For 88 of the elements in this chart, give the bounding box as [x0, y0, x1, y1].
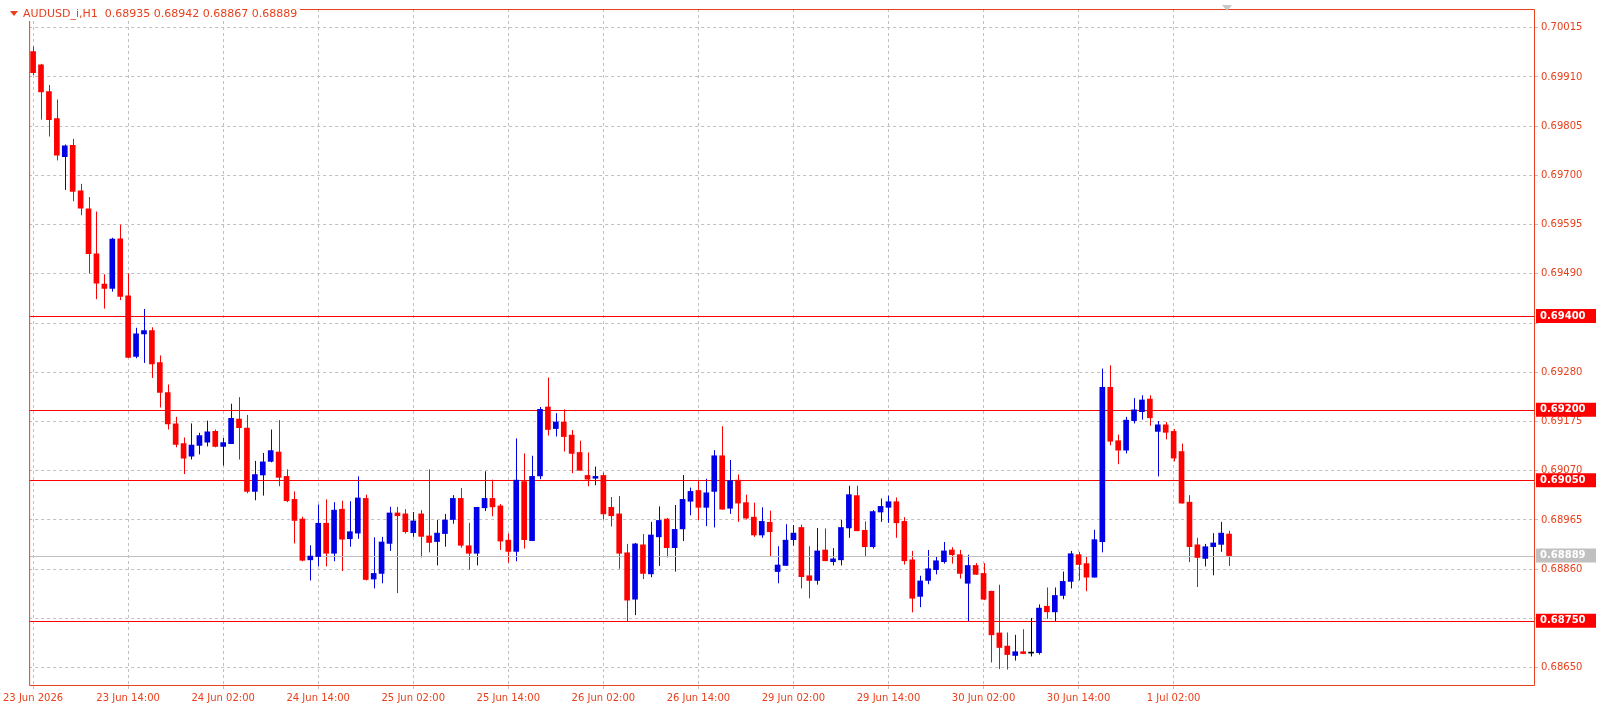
candlestick — [1154, 420, 1161, 477]
candlestick — [505, 533, 512, 564]
candlestick — [758, 506, 765, 539]
x-tick-label: 23 Jun 14:00 — [96, 691, 160, 703]
ref-line-label: 0.69050 — [1540, 473, 1586, 485]
x-tick-label: 25 Jun 02:00 — [381, 691, 446, 703]
candlestick — [917, 575, 923, 608]
candlestick — [1210, 532, 1217, 576]
candlestick — [61, 143, 68, 191]
candlestick — [1083, 556, 1090, 592]
ref-line-label: 0.68889 — [1540, 549, 1586, 561]
candlestick — [1044, 586, 1050, 620]
candlestick — [1226, 530, 1232, 567]
x-tick-label: 26 Jun 02:00 — [571, 691, 636, 703]
candlestick — [822, 527, 828, 562]
candlestick — [608, 496, 615, 528]
x-tick-label: 26 Jun 14:00 — [666, 691, 731, 703]
x-tick-label: 25 Jun 14:00 — [476, 691, 541, 703]
candlestick — [806, 545, 813, 599]
candlestick — [465, 522, 472, 571]
candlestick — [188, 422, 195, 461]
y-tick-label: 0.69175 — [1541, 415, 1583, 427]
candlestick — [1139, 394, 1145, 421]
candlestick — [1051, 586, 1058, 623]
candlestick — [925, 549, 931, 585]
x-tick-label: 30 Jun 02:00 — [951, 691, 1016, 703]
x-tick-label: 29 Jun 14:00 — [856, 691, 921, 703]
candlestick — [885, 495, 892, 524]
candlestick — [133, 327, 139, 359]
candlestick — [30, 46, 36, 76]
y-tick-label: 0.69700 — [1541, 169, 1583, 181]
chart-title: AUDUSD_i,H1 0.68935 0.68942 0.68867 0.68889 — [23, 7, 298, 20]
candlestick — [1218, 521, 1224, 553]
candlestick — [1075, 551, 1082, 581]
y-tick-label: 0.69280 — [1541, 365, 1583, 377]
candlestick — [861, 520, 868, 558]
candlestick — [655, 505, 662, 567]
candlestick — [553, 412, 559, 438]
candlestick — [933, 555, 939, 575]
candlestick — [751, 502, 757, 538]
candlestick — [307, 544, 314, 581]
candlestick — [141, 308, 147, 364]
x-tick-label: 29 Jun 02:00 — [761, 691, 826, 703]
candlestick — [1115, 434, 1122, 465]
candlestick — [1004, 632, 1011, 671]
x-tick-label: 30 Jun 14:00 — [1046, 691, 1111, 703]
candlestick — [941, 541, 947, 565]
candlestick — [347, 500, 353, 548]
x-tick-label: 1 Jul 02:00 — [1146, 691, 1201, 703]
candlestick — [196, 432, 203, 455]
candlestick — [1020, 628, 1026, 655]
y-tick-label: 0.69490 — [1541, 267, 1583, 279]
y-tick-label: 0.69910 — [1541, 70, 1583, 82]
candlestick — [442, 513, 448, 548]
y-tick-label: 0.68650 — [1541, 661, 1583, 673]
candlestick — [687, 487, 694, 516]
candlestick — [568, 429, 575, 474]
y-tick-label: 0.70015 — [1541, 21, 1583, 33]
candlestick — [964, 554, 971, 623]
candlestick — [410, 511, 417, 538]
y-tick-label: 0.68860 — [1541, 562, 1583, 574]
ref-line-label: 0.69400 — [1540, 309, 1586, 321]
candlestick — [1012, 634, 1019, 662]
candlestick — [743, 494, 749, 521]
candlestick — [703, 478, 710, 527]
candlestick — [450, 494, 456, 525]
candlestick — [252, 460, 258, 501]
x-tick-label: 24 Jun 14:00 — [286, 691, 350, 703]
candlestick — [267, 429, 274, 463]
candlestick — [576, 440, 583, 472]
candlestick — [766, 510, 773, 557]
ref-line-label: 0.69200 — [1540, 403, 1586, 415]
ref-line-label: 0.68750 — [1540, 614, 1586, 626]
candlestick — [956, 549, 963, 580]
candlestick — [259, 452, 266, 497]
y-tick-label: 0.69805 — [1541, 119, 1583, 131]
candlestick — [220, 437, 227, 467]
candlestick — [434, 519, 440, 566]
candlestick — [592, 466, 599, 486]
y-tick-label: 0.68965 — [1541, 513, 1583, 525]
candlestick — [1202, 543, 1209, 567]
y-tick-label: 0.69070 — [1541, 464, 1583, 476]
x-tick-label: 24 Jun 02:00 — [191, 691, 255, 703]
candlestick — [418, 509, 425, 558]
candlestick — [1131, 397, 1137, 424]
y-tick-label: 0.69595 — [1541, 218, 1583, 230]
candlestick — [1059, 571, 1066, 600]
x-tick-label: 23 Jun 2026 — [3, 691, 64, 703]
